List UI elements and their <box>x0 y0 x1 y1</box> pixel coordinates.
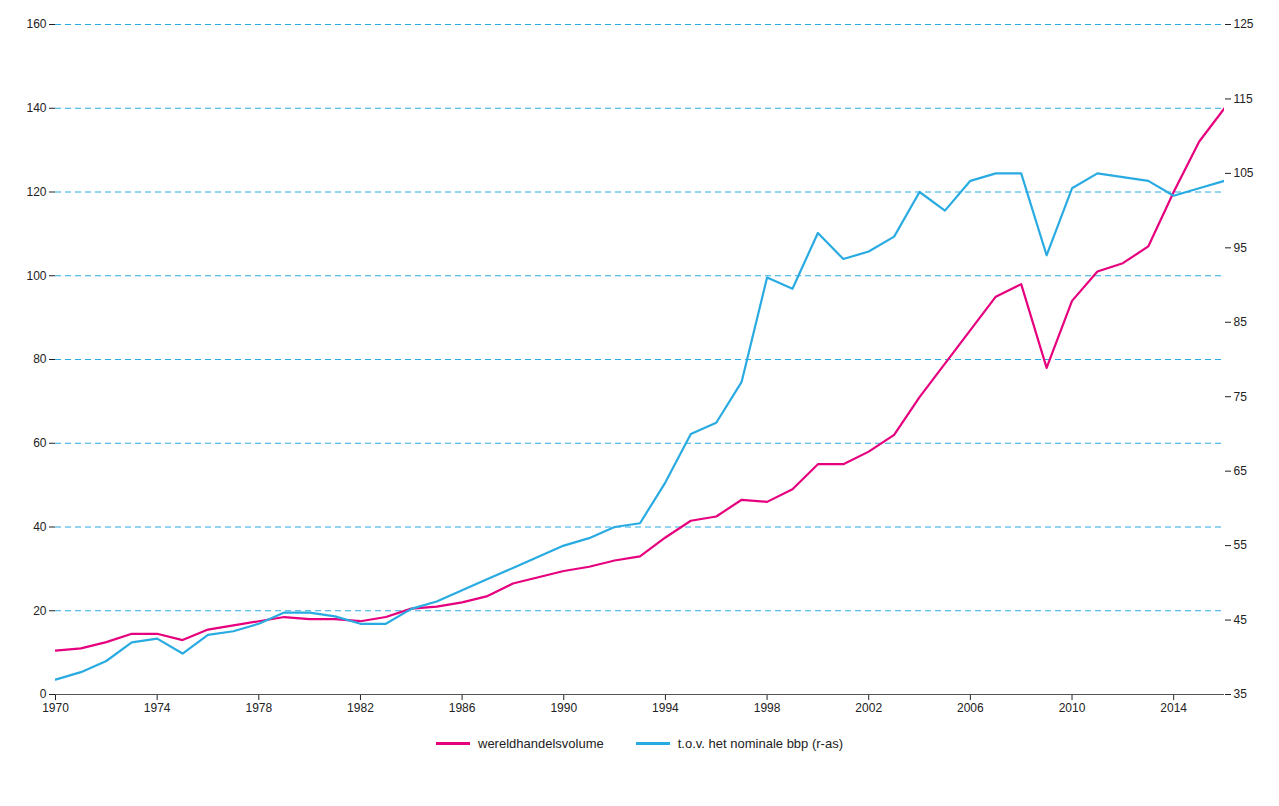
svg-text:2014: 2014 <box>1160 701 1187 715</box>
svg-text:20: 20 <box>33 604 47 618</box>
svg-text:1998: 1998 <box>754 701 781 715</box>
svg-text:1986: 1986 <box>449 701 476 715</box>
svg-text:1974: 1974 <box>144 701 171 715</box>
svg-text:60: 60 <box>33 436 47 450</box>
svg-text:160: 160 <box>26 17 46 31</box>
html-text:t.o.v. het nominale bbp (r-as): t.o.v. het nominale bbp (r-as) <box>677 736 843 751</box>
svg-text:65: 65 <box>1234 464 1248 478</box>
svg-text:0: 0 <box>40 687 47 701</box>
svg-text:85: 85 <box>1234 315 1248 329</box>
svg-text:95: 95 <box>1234 241 1248 255</box>
svg-text:1982: 1982 <box>347 701 374 715</box>
svg-text:1970: 1970 <box>42 701 69 715</box>
svg-text:40: 40 <box>33 520 47 534</box>
svg-text:35: 35 <box>1234 687 1248 701</box>
svg-text:2006: 2006 <box>957 701 984 715</box>
svg-text:120: 120 <box>26 185 46 199</box>
svg-text:1994: 1994 <box>652 701 679 715</box>
svg-text:2010: 2010 <box>1059 701 1086 715</box>
svg-text:1990: 1990 <box>550 701 577 715</box>
svg-text:100: 100 <box>26 269 46 283</box>
html-text:wereldhandelsvolume: wereldhandelsvolume <box>478 736 604 751</box>
svg-text:140: 140 <box>26 101 46 115</box>
svg-text:105: 105 <box>1234 166 1254 180</box>
svg-text:75: 75 <box>1234 390 1248 404</box>
svg-text:2002: 2002 <box>855 701 882 715</box>
svg-text:80: 80 <box>33 352 47 366</box>
svg-text:125: 125 <box>1234 17 1254 31</box>
svg-text:45: 45 <box>1234 613 1248 627</box>
svg-text:1978: 1978 <box>245 701 272 715</box>
svg-text:55: 55 <box>1234 538 1248 552</box>
svg-text:115: 115 <box>1234 92 1253 106</box>
